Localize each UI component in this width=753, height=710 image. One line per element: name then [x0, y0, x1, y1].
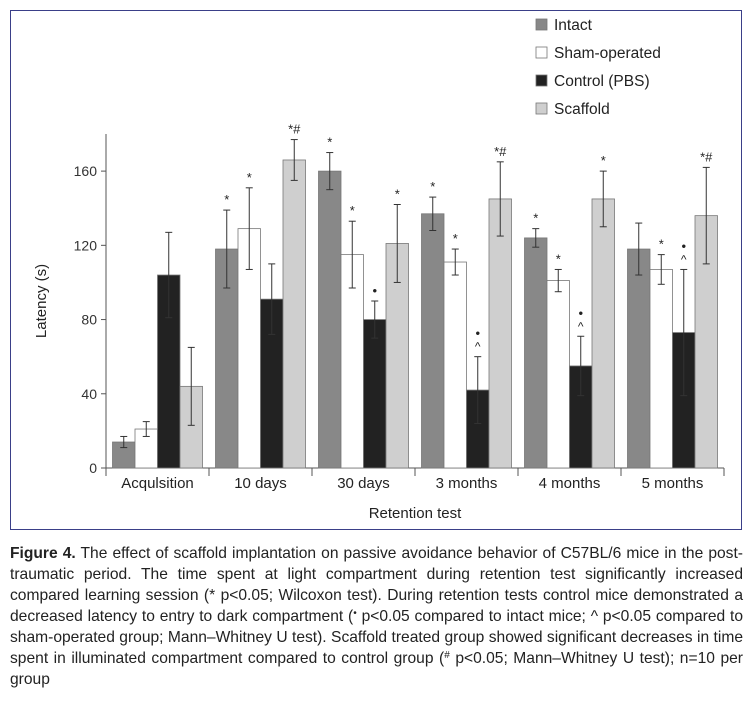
- bar: [546, 280, 570, 469]
- significance-mark: ^: [475, 340, 481, 354]
- significance-mark: •: [475, 326, 480, 341]
- x-tick-label: 10 days: [234, 475, 287, 492]
- bar: [488, 198, 512, 469]
- bar-chart: 0 40 80 120 160 Acqulsition * * *# 10 days * * • * 30 …: [33, 17, 725, 522]
- y-tick-label: 0: [89, 460, 97, 476]
- significance-mark: *: [601, 153, 606, 168]
- legend-label: Control (PBS): [554, 73, 650, 90]
- caption-text-2: p<0.05 compared to intact mice; ^ p<0.05…: [10, 608, 743, 667]
- significance-mark: *: [350, 203, 355, 218]
- x-tick-label: Acqulsition: [121, 475, 194, 492]
- significance-mark: ^: [578, 319, 584, 333]
- significance-mark: *#: [700, 149, 713, 164]
- legend-label: Sham-operated: [554, 45, 661, 62]
- significance-mark: *: [533, 211, 538, 226]
- figure-caption: Figure 4. The effect of scaffold implant…: [10, 543, 743, 690]
- significance-mark: *: [327, 135, 332, 150]
- significance-mark: *: [224, 192, 229, 207]
- bar: [421, 213, 445, 469]
- x-axis-title: Retention test: [369, 505, 462, 522]
- caption-sup-dot: •: [353, 608, 357, 619]
- legend-swatch: [535, 18, 548, 31]
- significance-mark: *: [556, 251, 561, 266]
- bar: [524, 237, 548, 469]
- significance-mark: •: [578, 305, 583, 320]
- y-tick-label: 120: [74, 237, 98, 253]
- x-tick-label: 30 days: [337, 475, 390, 492]
- significance-mark: ^: [681, 252, 687, 266]
- x-tick-label: 5 months: [642, 475, 704, 492]
- legend-swatch: [535, 46, 548, 59]
- significance-mark: •: [372, 283, 377, 298]
- bar: [649, 269, 673, 469]
- significance-mark: *#: [288, 122, 301, 137]
- y-axis-title: Latency (s): [33, 264, 50, 338]
- caption-text-3: p<0.05; Mann–Whitney U test); n=10 per g…: [10, 650, 743, 688]
- x-tick-label: 4 months: [539, 475, 601, 492]
- significance-mark: *: [430, 179, 435, 194]
- legend-label: Intact: [554, 17, 593, 34]
- y-tick-label: 40: [81, 386, 97, 402]
- figure-frame: 0 40 80 120 160 Acqulsition * * *# 10 days * * • * 30 …: [10, 10, 742, 530]
- caption-label: Figure 4.: [10, 545, 76, 562]
- significance-mark: *: [395, 187, 400, 202]
- caption-text-1: The effect of scaffold implantation on p…: [10, 545, 743, 625]
- caption-sup-hash: #: [444, 650, 450, 661]
- bar: [282, 159, 306, 469]
- bar: [443, 261, 467, 469]
- significance-mark: *: [247, 170, 252, 185]
- bar: [318, 170, 342, 469]
- significance-mark: •: [681, 238, 686, 253]
- legend-swatch: [535, 74, 548, 87]
- bar: [627, 248, 651, 469]
- x-tick-label: 3 months: [436, 475, 498, 492]
- bar: [363, 319, 387, 469]
- significance-mark: *: [659, 237, 664, 252]
- significance-mark: *: [453, 231, 458, 246]
- y-tick-label: 160: [74, 163, 98, 179]
- legend-swatch: [535, 102, 548, 115]
- y-tick-label: 80: [81, 312, 97, 328]
- legend-label: Scaffold: [554, 101, 610, 118]
- bar: [591, 198, 615, 469]
- significance-mark: *#: [494, 144, 507, 159]
